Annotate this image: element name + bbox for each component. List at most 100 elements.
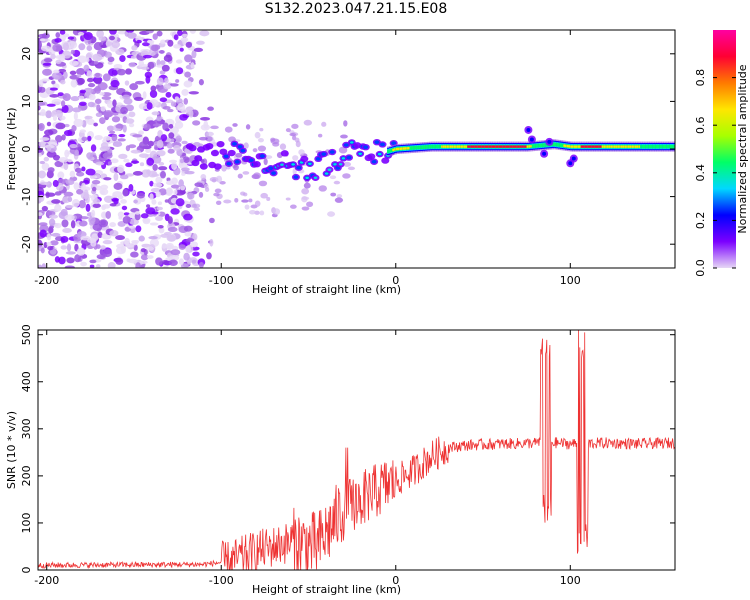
heatmap-cell (188, 109, 194, 118)
heatmap-cell (463, 145, 467, 148)
heatmap-cell (87, 82, 96, 88)
heatmap-cell (343, 161, 351, 167)
heatmap-cell (140, 248, 146, 253)
colorbar-tick-label: 0.6 (694, 116, 707, 134)
heatmap-cell (414, 145, 418, 150)
heatmap-cell (150, 85, 157, 92)
heatmap-cell (170, 101, 177, 107)
heatmap-cell (329, 150, 335, 154)
heatmap-cell (181, 172, 186, 176)
heatmap-cell (95, 161, 105, 166)
heatmap-cell (321, 152, 327, 156)
heatmap-cell (221, 164, 227, 172)
heatmap-cell (191, 49, 197, 59)
heatmap-cell (135, 80, 145, 85)
heatmap-cell (93, 60, 99, 65)
heatmap-cell (528, 145, 532, 148)
heatmap-cell (78, 43, 86, 51)
heatmap-cell (227, 149, 236, 157)
heatmap-cell (128, 111, 136, 118)
heatmap-cell (88, 216, 96, 224)
heatmap-cell (42, 62, 52, 66)
heatmap-cell (41, 162, 50, 171)
heatmap-cell (584, 145, 588, 148)
heatmap-cell (178, 244, 186, 250)
heatmap-cell (84, 115, 93, 120)
heatmap-cell (175, 59, 183, 64)
heatmap-cell (65, 179, 75, 186)
heatmap-cell (629, 145, 633, 148)
x-tick-label: 100 (560, 574, 581, 587)
heatmap-cell (78, 220, 88, 227)
heatmap-cell (603, 145, 607, 148)
heatmap-cell (50, 53, 56, 60)
heatmap-cell (131, 239, 140, 244)
heatmap-cell (61, 105, 69, 114)
heatmap-cell (110, 79, 120, 88)
heatmap-cell (411, 146, 415, 150)
heatmap-cell (156, 64, 165, 68)
heatmap-cell (151, 44, 159, 52)
heatmap-cell (83, 87, 94, 94)
heatmap-cell (158, 166, 168, 171)
heatmap-cell (145, 30, 154, 34)
heatmap-cell (112, 141, 123, 148)
heatmap-cell (442, 145, 446, 148)
heatmap-cell (142, 42, 150, 47)
heatmap-cell (565, 144, 569, 148)
heatmap-cell (156, 59, 161, 67)
heatmap-cell (54, 38, 62, 43)
heatmap-cell (200, 117, 211, 121)
heatmap-cell (234, 197, 239, 203)
heatmap-cell (53, 69, 60, 74)
heatmap-cell (125, 118, 135, 124)
heatmap-cell (257, 145, 267, 152)
heatmap-cell (86, 77, 94, 83)
heatmap-cell (198, 261, 204, 268)
heatmap-cell (556, 142, 560, 147)
heatmap-cell (336, 194, 343, 199)
heatmap-cell (54, 222, 62, 229)
x-tick-label: -200 (34, 574, 59, 587)
heatmap-cell (280, 163, 284, 166)
heatmap-cell (122, 124, 127, 133)
heatmap-cell (470, 145, 474, 148)
heatmap-cell (51, 80, 56, 85)
heatmap-cell (100, 44, 107, 48)
heatmap-cell (257, 137, 264, 143)
heatmap-cell (575, 145, 579, 148)
heatmap-cell (204, 186, 210, 193)
heatmap-cell (185, 245, 191, 253)
heatmap-cell (55, 134, 63, 143)
heatmap-cell (38, 101, 46, 106)
heatmap-cell (38, 170, 46, 179)
heatmap-cell (213, 192, 220, 197)
heatmap-cell (634, 145, 638, 148)
heatmap-cell (572, 145, 576, 148)
heatmap-cell (285, 128, 291, 133)
heatmap-cell (271, 171, 277, 175)
heatmap-cell (210, 125, 219, 130)
heatmap-cell (329, 175, 337, 180)
heatmap-cell (547, 139, 552, 144)
heatmap-cell (81, 166, 86, 172)
heatmap-cell (223, 154, 229, 159)
heatmap-cell (77, 77, 85, 85)
heatmap-cell (245, 124, 251, 130)
heatmap-cell (465, 145, 469, 148)
heatmap-cell (181, 88, 189, 96)
heatmap-cell (157, 201, 163, 206)
heatmap-cell (254, 200, 261, 207)
heatmap-cell (279, 143, 287, 151)
heatmap-cell (428, 144, 432, 149)
heatmap-cell (435, 144, 439, 149)
heatmap-cell (592, 145, 596, 148)
heatmap-cell (270, 137, 276, 142)
heatmap-cell (72, 198, 80, 208)
heatmap-cell (48, 214, 59, 219)
heatmap-cell (69, 70, 77, 75)
heatmap-cell (259, 210, 265, 216)
heatmap-cell (63, 129, 73, 137)
heatmap-cell (232, 123, 238, 127)
heatmap-cell (523, 145, 527, 148)
